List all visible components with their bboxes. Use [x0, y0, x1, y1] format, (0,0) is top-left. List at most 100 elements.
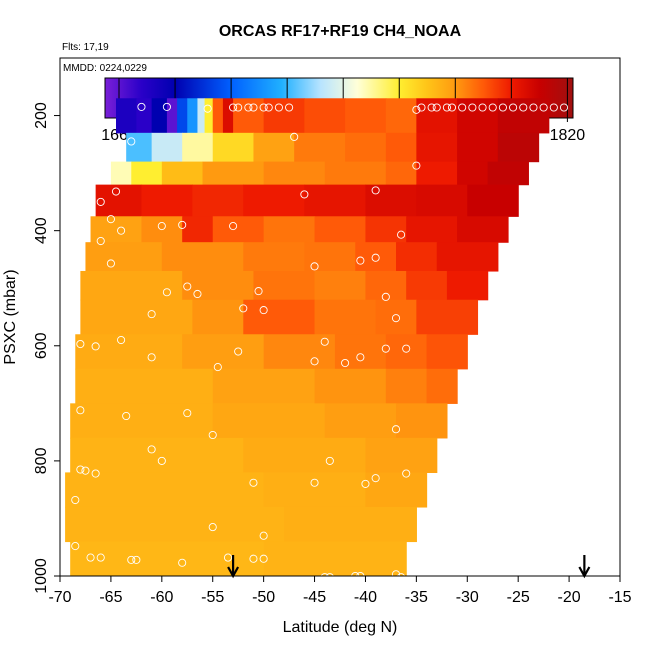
heatmap-cell [365, 472, 428, 508]
observation-point [178, 558, 187, 567]
observation-point [356, 353, 365, 362]
observation-point [458, 103, 467, 112]
heatmap-cell [457, 161, 489, 186]
heatmap-cell [365, 437, 438, 473]
x-tick-label: -20 [558, 589, 581, 606]
observation-point [229, 222, 238, 231]
heatmap-cell [253, 132, 295, 163]
observation-point [285, 103, 294, 112]
heatmap-cell [243, 184, 305, 217]
x-tick-label: -45 [303, 589, 326, 606]
observation-point [539, 103, 548, 112]
heatmap-cell [294, 132, 346, 163]
heatmap-cell [253, 270, 316, 301]
observation-point [96, 236, 105, 246]
heatmap-cell [116, 98, 137, 134]
x-tick-label: -65 [99, 589, 122, 606]
heatmap-cell [416, 161, 458, 186]
observation-point [325, 573, 334, 576]
observation-point [300, 190, 309, 199]
heatmap-cell [212, 132, 255, 163]
heatmap-cell [197, 98, 206, 134]
heatmap-cell [65, 472, 265, 508]
y-tick-label: 1000 [33, 558, 50, 594]
mmdd-annotation: MMDD: 0224,0229 [63, 63, 147, 74]
heatmap-cell [192, 299, 244, 335]
observation-point [341, 358, 350, 368]
observation-point [371, 253, 380, 262]
x-axis: -70 -65 -60 -55 -50 -45 -40 -35 -30 -25 -20 -15 [48, 576, 632, 606]
y-axis-label: PSXC (mbar) [2, 269, 19, 364]
observation-point [162, 288, 171, 297]
observation-point [371, 186, 380, 195]
observation-point [310, 478, 319, 487]
heatmap-cell [263, 334, 336, 370]
observation-point [361, 479, 370, 488]
observation-point [76, 465, 85, 474]
observation-point [290, 132, 299, 141]
heatmap-cell [304, 242, 356, 272]
observation-point [274, 103, 283, 112]
observation-point [427, 103, 436, 112]
observation-point [259, 306, 268, 315]
heatmap-cell [314, 299, 377, 335]
observation-point [432, 103, 441, 112]
heatmap-cell [324, 403, 397, 439]
x-tick-label: -30 [456, 589, 479, 606]
observation-point [320, 337, 329, 346]
heatmap-cell [457, 216, 509, 243]
x-tick-label: -55 [201, 589, 224, 606]
heatmap-cell [70, 437, 244, 473]
observation-point [213, 363, 222, 372]
heatmap-cell [487, 161, 529, 186]
colorbar-tick-label: 1820 [550, 127, 586, 144]
observation-point [402, 469, 411, 478]
observation-point [412, 105, 421, 114]
heatmap-cell [304, 184, 367, 217]
x-tick-label: -60 [150, 589, 173, 606]
heatmap-cell [365, 216, 407, 243]
heatmap-layers [65, 98, 550, 576]
heatmap-cell [204, 98, 214, 134]
heatmap-cell [212, 216, 265, 243]
heatmap-cell [355, 242, 397, 272]
heatmap-cell [141, 184, 193, 217]
observation-point [254, 287, 263, 296]
heatmap-cell [365, 270, 407, 301]
observation-point [137, 102, 146, 111]
observation-point [310, 357, 319, 366]
observation-point [402, 344, 411, 353]
heatmap-cell [80, 299, 193, 335]
observation-point [71, 495, 80, 505]
observation-point [91, 342, 100, 351]
observation-point [549, 103, 558, 112]
heatmap-cell [406, 216, 458, 243]
heatmap-cell [304, 98, 346, 134]
heatmap-cell [90, 216, 143, 243]
heatmap-cell [182, 334, 265, 370]
observation-point [127, 137, 136, 146]
heatmap-cell [182, 270, 255, 301]
heatmap-cell [426, 368, 458, 404]
observation-point [229, 103, 238, 112]
heatmap-cell [65, 506, 285, 543]
heatmap-cell [263, 216, 316, 243]
observation-point [356, 256, 365, 265]
observation-point [132, 555, 141, 564]
observation-point [157, 222, 166, 231]
heatmap-cell [70, 403, 214, 439]
observation-point [106, 259, 115, 268]
heatmap-cell [334, 334, 387, 370]
heatmap-cell [222, 98, 234, 134]
observation-point [259, 531, 268, 540]
heatmap-cell [161, 242, 244, 272]
heatmap-cell [314, 270, 367, 301]
plot-frame [59, 57, 621, 577]
heatmap-cell [416, 184, 468, 217]
observation-point [234, 103, 243, 112]
observation-point [397, 573, 405, 576]
heatmap-cell [406, 270, 448, 301]
heatmap-cell [182, 216, 214, 243]
observation-point [447, 103, 457, 112]
observation-point [391, 314, 401, 323]
